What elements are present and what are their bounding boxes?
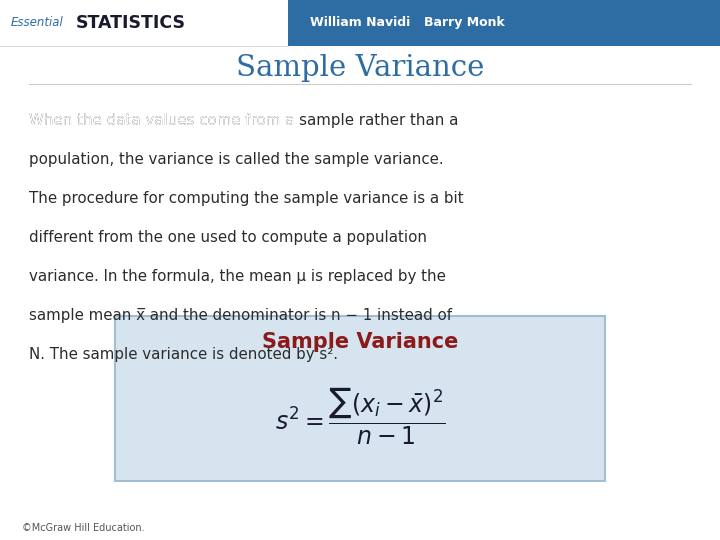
Text: population, the variance is called the sample variance.: population, the variance is called the s… [29, 152, 444, 167]
Text: sample mean x̅ and the denominator is n − 1 instead of: sample mean x̅ and the denominator is n … [29, 308, 452, 323]
Text: Sample Variance: Sample Variance [262, 332, 458, 352]
Text: variance. In the formula, the mean μ is replaced by the: variance. In the formula, the mean μ is … [29, 269, 446, 284]
Text: William Navidi: William Navidi [310, 16, 410, 30]
Text: Barry Monk: Barry Monk [424, 16, 505, 30]
Text: When the data values come from a sample rather than a: When the data values come from a sample … [29, 113, 458, 129]
Text: Essential: Essential [11, 16, 63, 30]
Text: The procedure for computing the sample variance is a bit: The procedure for computing the sample v… [29, 191, 464, 206]
FancyBboxPatch shape [0, 0, 288, 46]
Text: When the data values come from a: When the data values come from a [29, 113, 299, 129]
Text: $s^2 = \dfrac{\sum(x_i - \bar{x})^2}{n-1}$: $s^2 = \dfrac{\sum(x_i - \bar{x})^2}{n-1… [275, 386, 445, 448]
Text: N. The sample variance is denoted by s².: N. The sample variance is denoted by s². [29, 347, 338, 362]
FancyBboxPatch shape [0, 0, 720, 46]
Text: STATISTICS: STATISTICS [76, 14, 186, 32]
Text: different from the one used to compute a population: different from the one used to compute a… [29, 230, 427, 245]
FancyBboxPatch shape [115, 316, 605, 481]
Text: ©McGraw Hill Education.: ©McGraw Hill Education. [22, 523, 144, 533]
Text: Sample Variance: Sample Variance [236, 53, 484, 82]
